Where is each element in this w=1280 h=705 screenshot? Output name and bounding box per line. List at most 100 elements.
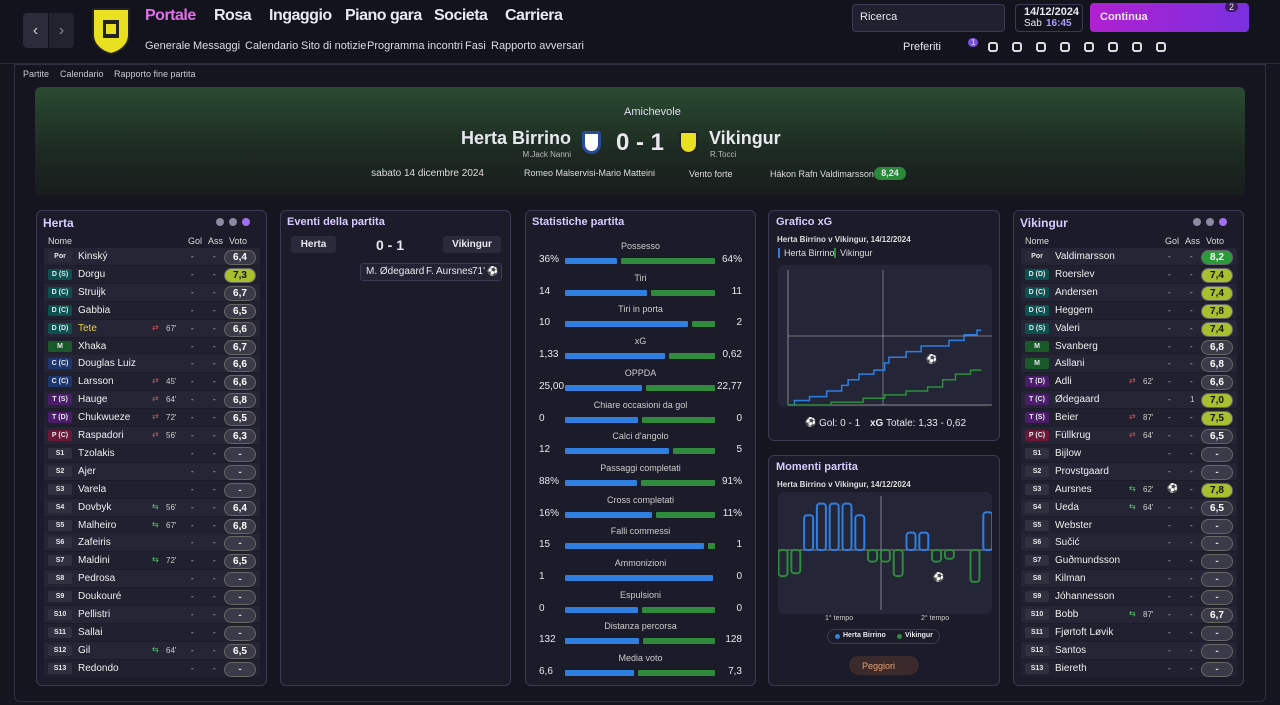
favourites[interactable]: Preferiti bbox=[903, 41, 941, 53]
menu-item[interactable]: Piano gara bbox=[345, 7, 422, 24]
submenu-item[interactable]: Rapporto avversari bbox=[491, 40, 584, 52]
player-name[interactable]: Gil bbox=[78, 644, 91, 656]
player-name[interactable]: Malheiro bbox=[78, 519, 117, 531]
lineup-row bbox=[44, 534, 260, 552]
search-button[interactable]: Ricerca bbox=[860, 11, 898, 23]
continue-button[interactable] bbox=[1090, 3, 1249, 32]
goals: - bbox=[1168, 431, 1171, 440]
player-name[interactable]: Bijlow bbox=[1055, 447, 1082, 459]
player-name[interactable]: Pellistri bbox=[78, 609, 111, 620]
player-name[interactable]: Aursnes bbox=[1055, 483, 1092, 495]
player-name[interactable]: Valeri bbox=[1055, 322, 1080, 334]
submenu-item[interactable]: Programma incontri bbox=[367, 40, 463, 52]
half-label: 1° tempo bbox=[825, 615, 854, 622]
assists: - bbox=[213, 269, 216, 279]
player-name[interactable]: Heggem bbox=[1055, 304, 1093, 316]
player-name[interactable]: Sučić bbox=[1055, 537, 1080, 549]
player-name[interactable]: Xhaka bbox=[78, 340, 107, 352]
player-name[interactable]: Bobb bbox=[1055, 609, 1079, 620]
toolbar-icon[interactable] bbox=[1108, 42, 1118, 52]
player-name[interactable]: Tzolakis bbox=[78, 447, 115, 459]
player-name[interactable]: Füllkrug bbox=[1055, 430, 1091, 441]
continue-label: Continua bbox=[1100, 11, 1148, 23]
player-name[interactable]: Ueda bbox=[1055, 501, 1079, 513]
lineup-row bbox=[1021, 337, 1237, 355]
menu-item[interactable]: Rosa bbox=[214, 7, 252, 24]
player-name[interactable]: Dorgu bbox=[78, 268, 106, 280]
player-name[interactable]: Redondo bbox=[78, 662, 119, 674]
player-name[interactable]: Raspadori bbox=[78, 430, 124, 441]
back-button[interactable]: ‹ bbox=[23, 13, 48, 48]
player-name[interactable]: Valdimarsson bbox=[1055, 251, 1115, 262]
toolbar-icon[interactable] bbox=[1132, 42, 1142, 52]
player-name[interactable]: Douglas Luiz bbox=[78, 358, 136, 370]
assists: - bbox=[213, 663, 216, 673]
assists: - bbox=[213, 538, 216, 548]
submenu-item[interactable]: Generale bbox=[145, 40, 191, 52]
player-name[interactable]: Adli bbox=[1055, 376, 1072, 388]
sub-arrow: ⇄ bbox=[1129, 412, 1136, 422]
player-name[interactable]: Doukouré bbox=[78, 591, 122, 603]
menu-item[interactable]: Societa bbox=[434, 7, 488, 24]
position-chip: T (C) bbox=[1025, 394, 1049, 406]
player-name[interactable]: Roerslev bbox=[1055, 268, 1095, 280]
player-name[interactable]: Asllani bbox=[1055, 358, 1085, 370]
player-name[interactable]: Maldini bbox=[78, 555, 110, 567]
submenu-item[interactable]: Calendario bbox=[245, 40, 299, 52]
player-name[interactable]: Sallai bbox=[78, 626, 103, 638]
assists: - bbox=[1190, 520, 1193, 530]
lineup-row bbox=[1021, 462, 1237, 480]
player-name[interactable]: Guðmundsson bbox=[1055, 555, 1121, 567]
player-name[interactable]: Gabbia bbox=[78, 304, 111, 316]
sub-arrow: ⇆ bbox=[152, 501, 159, 511]
player-name[interactable]: Svanberg bbox=[1055, 340, 1098, 352]
submenu-item[interactable]: Messaggi bbox=[193, 40, 241, 52]
menu-item[interactable]: Carriera bbox=[505, 7, 563, 24]
toolbar-icon[interactable] bbox=[1084, 42, 1094, 52]
player-name[interactable]: Santos bbox=[1055, 644, 1087, 656]
player-name[interactable]: Varela bbox=[78, 483, 107, 495]
player-name[interactable]: Tete bbox=[78, 322, 97, 334]
player-name[interactable]: Kinský bbox=[78, 251, 108, 262]
player-name[interactable]: Struijk bbox=[78, 286, 106, 298]
lineup-row bbox=[44, 248, 260, 265]
stat-bar-away bbox=[640, 479, 715, 486]
worst-button[interactable] bbox=[849, 656, 919, 675]
player-name[interactable]: Provstgaard bbox=[1055, 465, 1109, 477]
match-header bbox=[35, 87, 1245, 195]
breadcrumb-item[interactable]: Partite bbox=[23, 69, 50, 79]
player-name[interactable]: Webster bbox=[1055, 519, 1093, 531]
toolbar-icon[interactable] bbox=[988, 42, 998, 52]
player-name[interactable]: Kilman bbox=[1055, 573, 1086, 585]
submenu-item[interactable]: Sito di notizie bbox=[301, 40, 367, 52]
player-name[interactable]: Biereth bbox=[1055, 662, 1087, 674]
rating: 7,4 bbox=[1201, 285, 1233, 301]
toolbar-icon[interactable] bbox=[1012, 42, 1022, 52]
player-name[interactable]: Zafeiris bbox=[78, 537, 111, 549]
breadcrumb-item[interactable]: Rapporto fine partita bbox=[114, 69, 196, 79]
player-name[interactable]: Hauge bbox=[78, 394, 108, 406]
lineup-row bbox=[44, 516, 260, 534]
player-name[interactable]: Chukwueze bbox=[78, 412, 131, 424]
player-name[interactable]: Beier bbox=[1055, 412, 1079, 424]
toolbar-icon[interactable] bbox=[1156, 42, 1166, 52]
stat-label: Tiri bbox=[634, 272, 647, 283]
event-assist: M. Ødegaard bbox=[366, 266, 425, 277]
submenu-item[interactable]: Fasi bbox=[465, 40, 486, 52]
goals: - bbox=[1168, 448, 1171, 458]
player-name[interactable]: Jóhannesson bbox=[1055, 591, 1115, 603]
menu-item[interactable]: Portale bbox=[145, 7, 196, 24]
player-name[interactable]: Andersen bbox=[1055, 286, 1098, 298]
player-name[interactable]: Fjørtoft Løvik bbox=[1055, 626, 1114, 638]
breadcrumb-item[interactable]: Calendario bbox=[60, 69, 104, 79]
player-name[interactable]: Dovbyk bbox=[78, 501, 112, 513]
player-name[interactable]: Ajer bbox=[78, 465, 96, 477]
sub-minute: 67' bbox=[166, 323, 177, 333]
player-name[interactable]: Pedrosa bbox=[78, 573, 116, 585]
player-name[interactable]: Ødegaard bbox=[1055, 394, 1100, 406]
menu-item[interactable]: Ingaggio bbox=[269, 7, 332, 24]
toolbar-icon[interactable] bbox=[1036, 42, 1046, 52]
forward-button[interactable]: › bbox=[49, 13, 74, 48]
player-name[interactable]: Larsson bbox=[78, 376, 114, 388]
toolbar-icon[interactable] bbox=[1060, 42, 1070, 52]
